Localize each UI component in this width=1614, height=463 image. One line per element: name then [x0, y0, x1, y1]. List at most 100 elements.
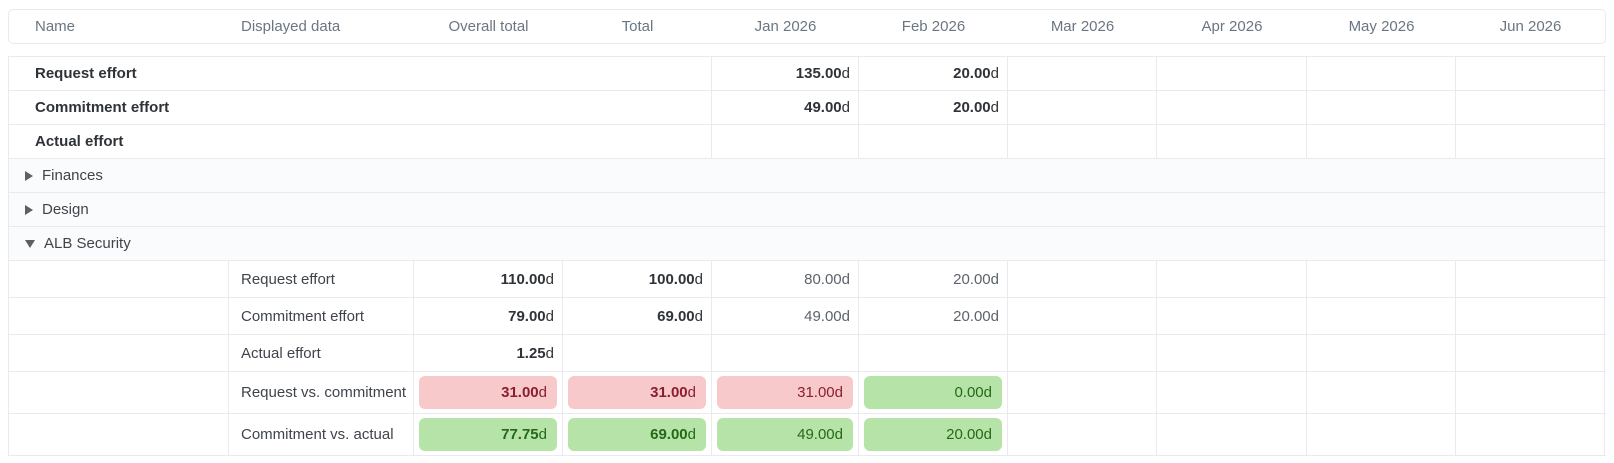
cell-jan	[712, 335, 859, 371]
cell-mar	[1008, 261, 1157, 297]
cell-total: 69.00 d	[563, 414, 712, 455]
cell-apr	[1157, 414, 1307, 455]
cell-total: 31.00 d	[563, 372, 712, 413]
cell-apr	[1157, 261, 1307, 297]
cell-name-empty	[9, 414, 229, 455]
cell-mar	[1008, 298, 1157, 334]
positive-variance-badge: 0.00 d	[864, 376, 1002, 409]
cell-overall-total: 79.00 d	[414, 298, 563, 334]
cell-jun	[1456, 57, 1605, 90]
cell-jun	[1456, 91, 1605, 124]
negative-variance-badge: 31.00 d	[568, 376, 706, 409]
column-header-jan-2026: Jan 2026	[754, 18, 817, 35]
cell-mar	[1008, 335, 1157, 371]
cell-may	[1307, 91, 1456, 124]
triangle-down-icon[interactable]	[25, 239, 35, 248]
cell-total	[563, 335, 712, 371]
cell-feb: 20.00 d	[859, 414, 1008, 455]
cell-feb: 0.00 d	[859, 372, 1008, 413]
variance-row-commitment-vs-actual: Commitment vs. actual 77.75 d 69.00 d 49.0…	[8, 414, 1606, 456]
row-label: Request effort	[9, 57, 712, 90]
summary-row-request-effort: Request effort 135.00 d 20.00 d	[8, 57, 1606, 91]
cell-jan: 80.00 d	[712, 261, 859, 297]
positive-variance-badge: 69.00 d	[568, 418, 706, 451]
negative-variance-badge: 31.00 d	[717, 376, 853, 409]
column-header-apr-2026: Apr 2026	[1201, 18, 1263, 35]
cell-may	[1307, 372, 1456, 413]
effort-table: Request effort 135.00 d 20.00 d Commitment…	[8, 56, 1606, 456]
cell-overall-total: 77.75 d	[414, 414, 563, 455]
cell-total: 69.00 d	[563, 298, 712, 334]
cell-jan: 49.00 d	[712, 298, 859, 334]
cell-apr	[1157, 335, 1307, 371]
column-header-jun-2026: Jun 2026	[1499, 18, 1562, 35]
group-label: Finances	[42, 167, 103, 184]
summary-row-actual-effort: Actual effort	[8, 125, 1606, 159]
cell-jun	[1456, 298, 1605, 334]
detail-row-commitment-effort: Commitment effort 79.00 d 69.00 d 49.00 d 2…	[8, 298, 1606, 335]
column-header-may-2026: May 2026	[1348, 18, 1415, 35]
displayed-data-label: Request effort	[229, 261, 414, 297]
table-header: Name Displayed data Overall total Total …	[8, 9, 1606, 44]
group-label: ALB Security	[44, 235, 131, 252]
cell-jan: 49.00 d	[712, 414, 859, 455]
cell-mar	[1008, 414, 1157, 455]
triangle-right-icon[interactable]	[25, 204, 33, 215]
cell-feb: 20.00 d	[859, 298, 1008, 334]
cell-mar	[1008, 125, 1157, 158]
cell-may	[1307, 57, 1456, 90]
cell-may	[1307, 335, 1456, 371]
cell-feb	[859, 125, 1008, 158]
cell-may	[1307, 298, 1456, 334]
cell-jan: 49.00 d	[712, 91, 859, 124]
cell-jun	[1456, 414, 1605, 455]
row-label: Commitment effort	[9, 91, 712, 124]
cell-overall-total: 110.00 d	[414, 261, 563, 297]
triangle-right-icon[interactable]	[25, 170, 33, 181]
cell-may	[1307, 261, 1456, 297]
group-label: Design	[42, 201, 89, 218]
negative-variance-badge: 31.00 d	[419, 376, 557, 409]
cell-feb: 20.00 d	[859, 261, 1008, 297]
cell-name-empty	[9, 335, 229, 371]
cell-jan: 31.00 d	[712, 372, 859, 413]
summary-row-commitment-effort: Commitment effort 49.00 d 20.00 d	[8, 91, 1606, 125]
cell-jan: 135.00 d	[712, 57, 859, 90]
cell-jun	[1456, 261, 1605, 297]
cell-total: 100.00 d	[563, 261, 712, 297]
cell-apr	[1157, 57, 1307, 90]
cell-apr	[1157, 372, 1307, 413]
column-header-name: Name	[35, 18, 76, 35]
cell-jun	[1456, 125, 1605, 158]
group-row-alb-security[interactable]: ALB Security	[8, 227, 1606, 261]
cell-name-empty	[9, 261, 229, 297]
displayed-data-label: Actual effort	[229, 335, 414, 371]
cell-feb: 20.00 d	[859, 57, 1008, 90]
positive-variance-badge: 49.00 d	[717, 418, 853, 451]
group-row-finances[interactable]: Finances	[8, 159, 1606, 193]
cell-jan	[712, 125, 859, 158]
displayed-data-label: Commitment vs. actual	[229, 414, 414, 455]
column-header-feb-2026: Feb 2026	[901, 18, 966, 35]
cell-feb	[859, 335, 1008, 371]
cell-feb: 20.00 d	[859, 91, 1008, 124]
column-header-total: Total	[621, 18, 654, 35]
cell-apr	[1157, 298, 1307, 334]
row-label: Actual effort	[9, 125, 712, 158]
column-header-displayed-data: Displayed data	[241, 18, 341, 35]
displayed-data-label: Request vs. commitment	[229, 372, 414, 413]
displayed-data-label: Commitment effort	[229, 298, 414, 334]
cell-name-empty	[9, 298, 229, 334]
cell-jun	[1456, 372, 1605, 413]
cell-mar	[1008, 372, 1157, 413]
cell-apr	[1157, 125, 1307, 158]
cell-overall-total: 31.00 d	[414, 372, 563, 413]
variance-row-request-vs-commitment: Request vs. commitment 31.00 d 31.00 d 31.…	[8, 372, 1606, 414]
cell-apr	[1157, 91, 1307, 124]
cell-jun	[1456, 335, 1605, 371]
cell-overall-total: 1.25 d	[414, 335, 563, 371]
column-header-mar-2026: Mar 2026	[1050, 18, 1115, 35]
cell-mar	[1008, 57, 1157, 90]
group-row-design[interactable]: Design	[8, 193, 1606, 227]
